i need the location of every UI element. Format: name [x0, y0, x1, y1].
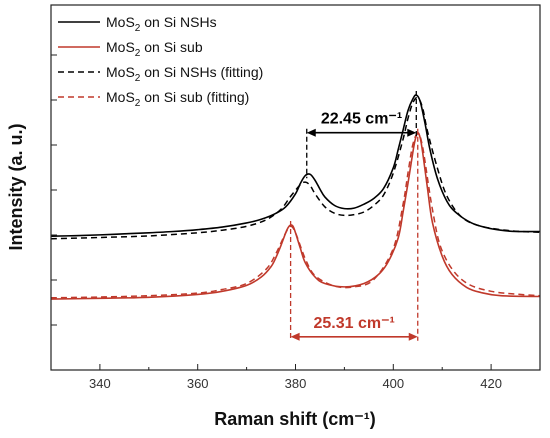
x-tick-label-340: 340 — [89, 376, 111, 391]
tick-layer: 340 360 380 400 420 — [50, 54, 541, 391]
series-line-mos2-on-si-nshs-fitting — [50, 96, 541, 240]
annotation-label: 22.45 cm⁻¹ — [321, 111, 402, 128]
annotation-arrowhead-left — [306, 128, 316, 137]
annotation-arrowhead-right — [407, 128, 417, 137]
x-tick-label-360: 360 — [187, 376, 209, 391]
y-axis-title: Intensity (a. u.) — [6, 123, 26, 250]
shift-annotation-1: 22.45 cm⁻¹ — [306, 91, 417, 179]
annotation-arrowhead-left — [290, 332, 300, 341]
legend-label: MoS2 on Si sub — [106, 39, 203, 59]
legend-entry-3: MoS2 on Si NSHs (fitting) — [58, 64, 263, 84]
legend-label: MoS2 on Si NSHs — [106, 14, 217, 34]
legend-entry-1: MoS2 on Si NSHs — [58, 14, 217, 34]
x-axis-title: Raman shift (cm⁻¹) — [214, 409, 376, 429]
x-tick-label-380: 380 — [285, 376, 307, 391]
legend: MoS2 on Si NSHs MoS2 on Si sub MoS2 on Si … — [58, 14, 263, 109]
annotation-arrowhead-right — [408, 332, 418, 341]
x-tick-label-400: 400 — [382, 376, 404, 391]
series-line-mos2-on-si-nshs — [50, 94, 541, 237]
legend-entry-4: MoS2 on Si sub (fitting) — [58, 89, 249, 109]
legend-label: MoS2 on Si sub (fitting) — [106, 89, 249, 109]
legend-label: MoS2 on Si NSHs (fitting) — [106, 64, 263, 84]
series-layer — [50, 94, 541, 300]
legend-entry-2: MoS2 on Si sub — [58, 39, 203, 59]
shift-annotation-2: 25.31 cm⁻¹ — [289, 128, 419, 341]
x-tick-label-420: 420 — [480, 376, 502, 391]
series-line-mos2-on-si-sub-fitting — [50, 133, 541, 299]
annotation-label: 25.31 cm⁻¹ — [313, 315, 394, 332]
annotation-layer: 22.45 cm⁻¹ 25.31 cm⁻¹ — [289, 91, 419, 341]
series-line-mos2-on-si-sub — [50, 131, 541, 300]
